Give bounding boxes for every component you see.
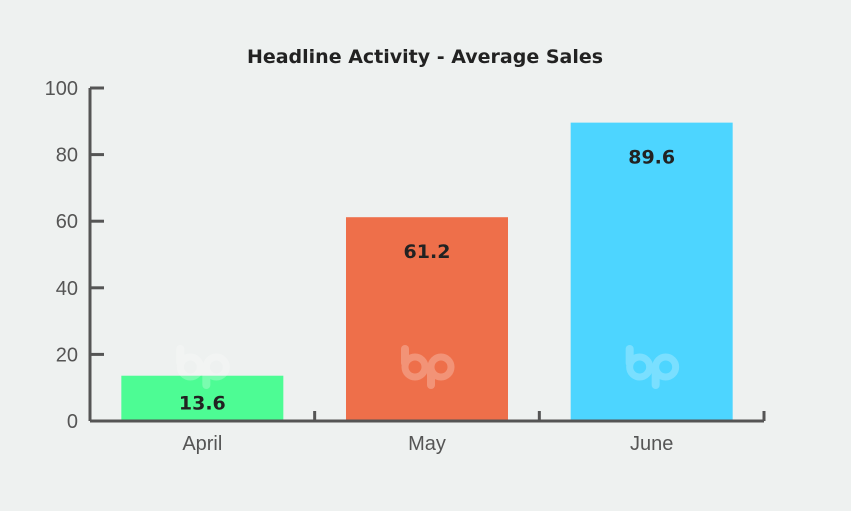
bars-layer: 13.6 61.2 89.6 <box>121 122 733 421</box>
bp-logo-p-bowl <box>652 353 680 381</box>
bp-logo-b-stem <box>625 345 634 367</box>
bp-logo-b-bowl <box>401 353 429 381</box>
y-tick-label: 0 <box>67 411 78 433</box>
data-label: 89.6 <box>628 147 675 169</box>
bar <box>570 122 733 421</box>
bp-logo-b-stem <box>176 345 185 367</box>
bp-logo-b-stem <box>401 345 409 367</box>
data-label: 61.2 <box>404 241 451 263</box>
x-tick-label: May <box>408 433 446 455</box>
y-tick-label: 100 <box>45 78 78 100</box>
bp-logo-icon <box>401 345 455 389</box>
bp-logo-p-bowl <box>427 353 455 381</box>
bp-logo-b-bowl <box>176 353 204 381</box>
x-tick-label: April <box>182 433 222 455</box>
y-tick-label: 20 <box>56 344 78 366</box>
axes-layer: April May June 0 20 40 60 80 100 <box>45 78 766 455</box>
chart-title: Headline Activity - Average Sales <box>247 46 603 68</box>
bp-logo-icon <box>176 345 230 389</box>
y-tick-label: 40 <box>56 278 78 300</box>
data-label: 13.6 <box>179 393 226 415</box>
bar <box>346 217 508 421</box>
bp-logo-p-stem <box>651 367 660 389</box>
bp-logo-b-bowl <box>626 353 654 381</box>
bp-logo-icon <box>625 345 680 389</box>
y-tick-label: 60 <box>56 211 78 233</box>
bp-logo-p-bowl <box>202 353 230 381</box>
bar <box>121 375 284 421</box>
bp-logo-p-stem <box>427 367 435 389</box>
x-tick-label: June <box>630 433 673 455</box>
bp-logo-p-stem <box>202 367 211 389</box>
y-tick-label: 80 <box>56 145 78 167</box>
